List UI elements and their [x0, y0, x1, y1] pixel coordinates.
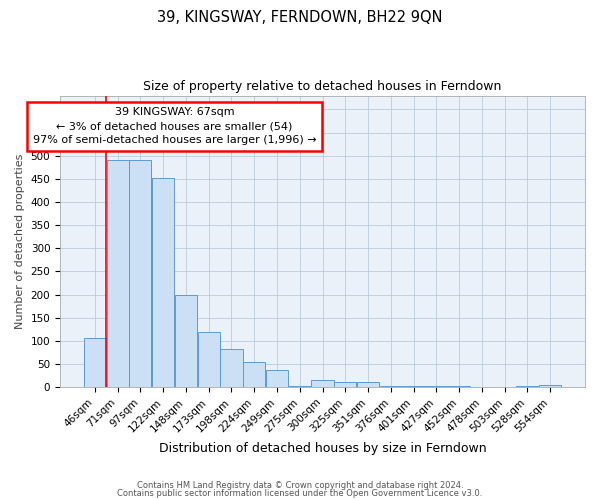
Bar	[266, 370, 288, 387]
Bar	[539, 385, 561, 387]
Title: Size of property relative to detached houses in Ferndown: Size of property relative to detached ho…	[143, 80, 502, 93]
Bar	[152, 178, 174, 387]
Bar	[130, 160, 151, 387]
X-axis label: Distribution of detached houses by size in Ferndown: Distribution of detached houses by size …	[159, 442, 487, 455]
Bar	[425, 386, 448, 387]
Text: Contains public sector information licensed under the Open Government Licence v3: Contains public sector information licen…	[118, 488, 482, 498]
Bar	[517, 386, 538, 387]
Bar	[311, 380, 334, 387]
Bar	[84, 338, 106, 387]
Text: Contains HM Land Registry data © Crown copyright and database right 2024.: Contains HM Land Registry data © Crown c…	[137, 481, 463, 490]
Bar	[380, 386, 402, 387]
Bar	[175, 294, 197, 387]
Bar	[448, 386, 470, 387]
Bar	[243, 362, 265, 387]
Text: 39, KINGSWAY, FERNDOWN, BH22 9QN: 39, KINGSWAY, FERNDOWN, BH22 9QN	[157, 10, 443, 25]
Bar	[334, 382, 356, 387]
Bar	[107, 160, 129, 387]
Bar	[220, 349, 242, 387]
Text: 39 KINGSWAY: 67sqm
← 3% of detached houses are smaller (54)
97% of semi-detached: 39 KINGSWAY: 67sqm ← 3% of detached hous…	[33, 107, 316, 145]
Bar	[289, 386, 311, 387]
Bar	[357, 382, 379, 387]
Bar	[197, 332, 220, 387]
Y-axis label: Number of detached properties: Number of detached properties	[15, 154, 25, 329]
Bar	[403, 386, 425, 387]
